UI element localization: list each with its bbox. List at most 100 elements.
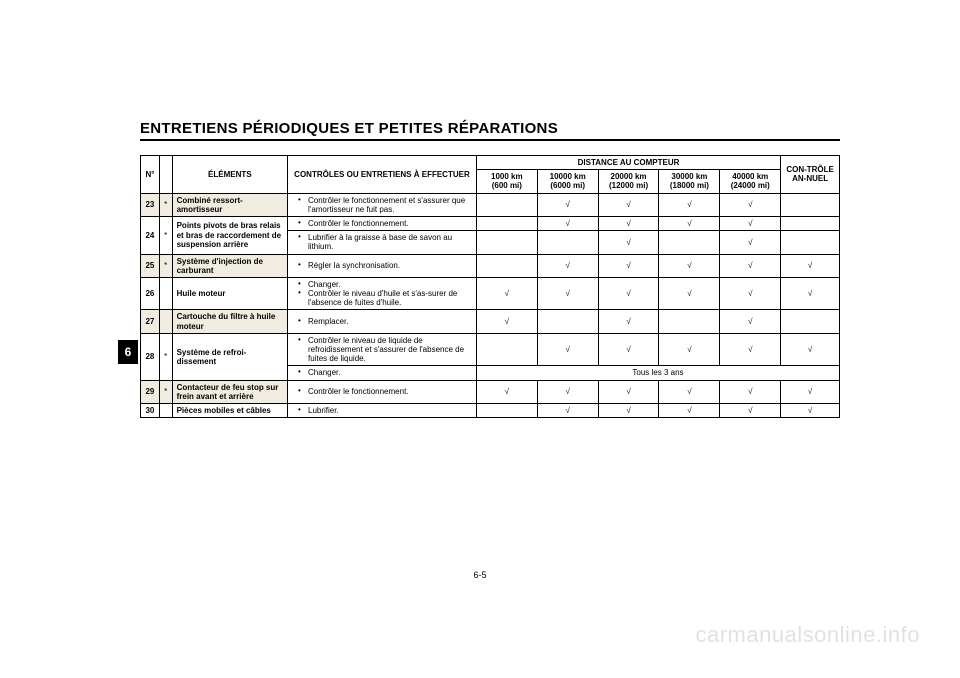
check-cell: √ — [598, 254, 659, 277]
check-cell: √ — [598, 193, 659, 216]
check-cell: √ — [781, 380, 840, 403]
header-dist-1: 10000 km(6000 mi) — [537, 170, 598, 193]
row-number: 25 — [141, 254, 160, 277]
page-number: 6-5 — [0, 570, 960, 580]
table-row: 28*Système de refroi-dissementContrôler … — [141, 333, 840, 366]
check-cell: √ — [598, 277, 659, 310]
check-cell: √ — [781, 254, 840, 277]
chapter-tab: 6 — [118, 340, 138, 364]
table-row: 25*Système d'injection de carburantRégle… — [141, 254, 840, 277]
row-star: * — [159, 216, 172, 254]
watermark: carmanualsonline.info — [695, 622, 920, 648]
header-annual: CON-TRÔLE AN-NUEL — [781, 156, 840, 194]
check-cell: √ — [476, 277, 537, 310]
actions-cell: Contrôler le fonctionnement. — [288, 216, 477, 230]
row-star — [159, 310, 172, 333]
row-star: * — [159, 254, 172, 277]
header-star — [159, 156, 172, 194]
check-cell: √ — [537, 193, 598, 216]
header-dist-2: 20000 km(12000 mi) — [598, 170, 659, 193]
check-cell: √ — [537, 333, 598, 366]
actions-cell: Changer. — [288, 366, 477, 380]
check-cell — [781, 310, 840, 333]
row-number: 30 — [141, 403, 160, 417]
check-cell: √ — [659, 193, 720, 216]
actions-cell: Régler la synchronisation. — [288, 254, 477, 277]
check-cell: √ — [537, 277, 598, 310]
check-cell: √ — [659, 403, 720, 417]
actions-cell: Remplacer. — [288, 310, 477, 333]
actions-cell: Contrôler le fonctionnement. — [288, 380, 477, 403]
row-star — [159, 277, 172, 310]
actions-cell: Changer.Contrôler le niveau d'huile et s… — [288, 277, 477, 310]
row-number: 27 — [141, 310, 160, 333]
check-cell: √ — [598, 310, 659, 333]
check-cell: √ — [598, 380, 659, 403]
table-row: 30Pièces mobiles et câblesLubrifier.√√√√… — [141, 403, 840, 417]
check-cell — [476, 254, 537, 277]
check-cell — [781, 193, 840, 216]
page-title: ENTRETIENS PÉRIODIQUES ET PETITES RÉPARA… — [140, 120, 840, 141]
check-cell — [476, 193, 537, 216]
row-star: * — [159, 193, 172, 216]
check-cell: √ — [537, 380, 598, 403]
header-controls: CONTRÔLES OU ENTRETIENS À EFFECTUER — [288, 156, 477, 194]
check-cell: √ — [659, 277, 720, 310]
row-element: Système d'injection de carburant — [172, 254, 287, 277]
maintenance-table: N° ÉLÉMENTS CONTRÔLES OU ENTRETIENS À EF… — [140, 155, 840, 418]
header-distance-group: DISTANCE AU COMPTEUR — [476, 156, 780, 170]
check-cell: √ — [720, 254, 781, 277]
table-row: 23*Combiné ressort-amortisseurContrôler … — [141, 193, 840, 216]
check-cell: √ — [537, 254, 598, 277]
actions-cell: Lubrifier. — [288, 403, 477, 417]
row-number: 26 — [141, 277, 160, 310]
check-cell: √ — [598, 216, 659, 230]
actions-cell: Contrôler le fonctionnement et s'assurer… — [288, 193, 477, 216]
row-number: 28 — [141, 333, 160, 380]
check-cell: √ — [659, 254, 720, 277]
check-cell: √ — [598, 333, 659, 366]
table-row: 24*Points pivots de bras relais et bras … — [141, 216, 840, 230]
check-cell — [476, 403, 537, 417]
row-star: * — [159, 380, 172, 403]
check-cell: √ — [781, 277, 840, 310]
row-number: 24 — [141, 216, 160, 254]
check-cell — [659, 231, 720, 254]
row-element: Système de refroi-dissement — [172, 333, 287, 380]
check-cell — [781, 231, 840, 254]
page-content: ENTRETIENS PÉRIODIQUES ET PETITES RÉPARA… — [140, 120, 840, 418]
check-cell — [781, 216, 840, 230]
header-n: N° — [141, 156, 160, 194]
header-dist-0: 1000 km(600 mi) — [476, 170, 537, 193]
check-cell: √ — [476, 310, 537, 333]
row-element: Huile moteur — [172, 277, 287, 310]
row-element: Contacteur de feu stop sur frein avant e… — [172, 380, 287, 403]
row-star: * — [159, 333, 172, 380]
row-number: 23 — [141, 193, 160, 216]
check-cell: √ — [720, 380, 781, 403]
check-cell — [659, 310, 720, 333]
check-cell — [476, 216, 537, 230]
check-cell: √ — [781, 333, 840, 366]
row-element: Points pivots de bras relais et bras de … — [172, 216, 287, 254]
header-dist-3: 30000 km(18000 mi) — [659, 170, 720, 193]
check-cell: √ — [659, 333, 720, 366]
table-body: 23*Combiné ressort-amortisseurContrôler … — [141, 193, 840, 418]
row-element: Cartouche du filtre à huile moteur — [172, 310, 287, 333]
check-cell: √ — [720, 231, 781, 254]
check-cell — [476, 231, 537, 254]
check-cell: √ — [720, 333, 781, 366]
row-star — [159, 403, 172, 417]
row-number: 29 — [141, 380, 160, 403]
table-row: 27 Cartouche du filtre à huile moteurRemp… — [141, 310, 840, 333]
check-cell: √ — [659, 380, 720, 403]
table-row: 29*Contacteur de feu stop sur frein avan… — [141, 380, 840, 403]
check-cell: √ — [598, 403, 659, 417]
header-elements: ÉLÉMENTS — [172, 156, 287, 194]
check-cell — [476, 333, 537, 366]
row-element: Combiné ressort-amortisseur — [172, 193, 287, 216]
table-row: 26 Huile moteurChanger.Contrôler le nivea… — [141, 277, 840, 310]
check-cell: √ — [720, 277, 781, 310]
row-element: Pièces mobiles et câbles — [172, 403, 287, 417]
check-cell — [537, 231, 598, 254]
